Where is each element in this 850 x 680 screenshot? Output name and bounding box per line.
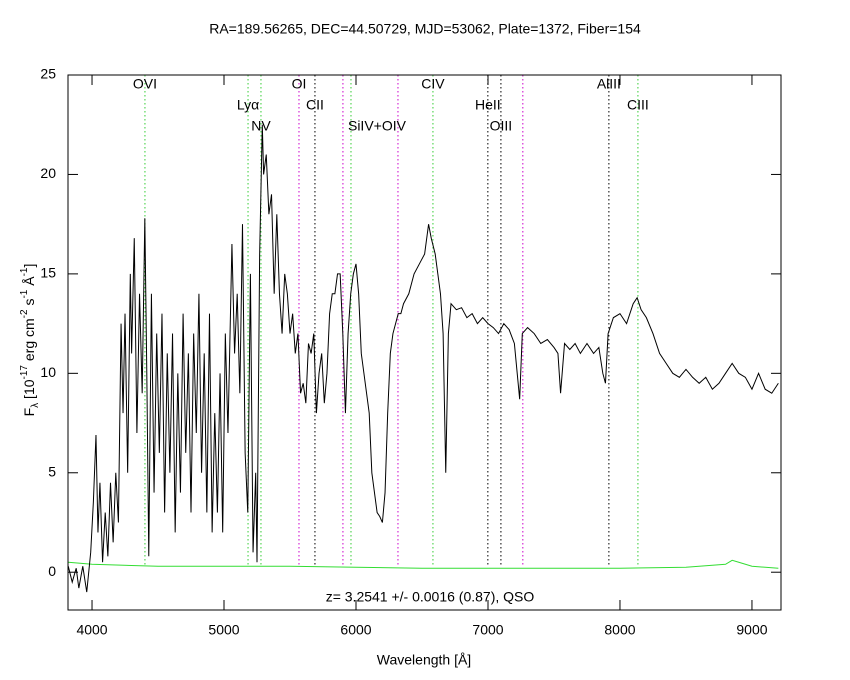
x-tick-label: 8000	[604, 622, 635, 638]
y-label-part: [10	[21, 379, 37, 403]
y-label-part: λ	[30, 403, 41, 408]
annotation: z= 3.2541 +/- 0.0016 (0.87), QSO	[326, 589, 535, 605]
x-tick-label: 5000	[208, 622, 239, 638]
series-line	[68, 559, 779, 569]
y-label-part: -2	[19, 309, 30, 318]
line-label: OVI	[133, 76, 157, 92]
x-tick-label: 6000	[340, 622, 371, 638]
y-label-part: ]	[21, 264, 37, 268]
y-tick-label: 25	[40, 66, 56, 82]
x-tick-label: 4000	[76, 622, 107, 638]
plot-frame	[67, 74, 782, 611]
y-label-part: -1	[19, 289, 30, 298]
y-label-part: erg cm	[21, 318, 37, 365]
y-tick-label: 20	[40, 165, 56, 181]
y-label-part: s	[21, 299, 37, 310]
line-label: NV	[251, 118, 271, 134]
line-label: CIII	[627, 97, 649, 113]
line-label: OIII	[490, 118, 513, 134]
series-line	[68, 124, 779, 593]
line-label: CIV	[421, 76, 445, 92]
y-tick-label: 0	[48, 563, 56, 579]
line-label: CII	[306, 97, 324, 113]
chart-title: RA=189.56265, DEC=44.50729, MJD=53062, P…	[209, 21, 641, 37]
y-label-part: -1	[19, 267, 30, 276]
line-label: OI	[292, 76, 307, 92]
x-tick-label: 9000	[736, 622, 767, 638]
x-tick-label: 7000	[472, 622, 503, 638]
x-axis-label: Wavelength [Å]	[377, 652, 471, 668]
y-tick-label: 10	[40, 364, 56, 380]
y-axis-label: Fλ [10-17 erg cm-2 s-1 Å-1]	[19, 264, 41, 417]
line-label: Lyα	[237, 97, 259, 113]
line-label: HeII	[475, 97, 501, 113]
y-label-part: -17	[19, 365, 30, 380]
y-tick-label: 15	[40, 265, 56, 281]
plot-area	[68, 75, 779, 593]
y-label-part: Å	[21, 276, 37, 290]
line-label: AlIII	[597, 76, 621, 92]
line-label: SiIV+OIV	[348, 118, 407, 134]
y-label-part: F	[21, 408, 37, 417]
y-tick-label: 5	[48, 463, 56, 479]
